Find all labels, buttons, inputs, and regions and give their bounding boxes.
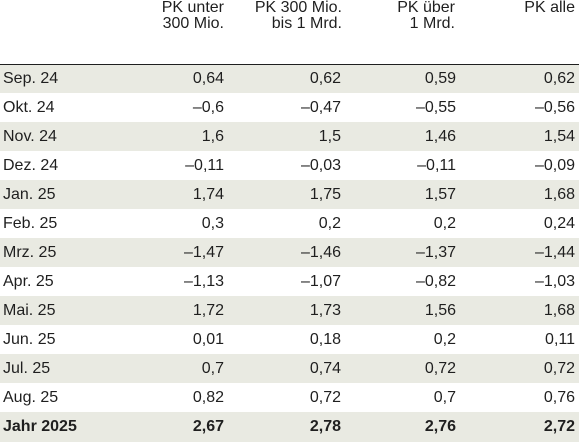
value-cell: –1,47 [112,238,228,267]
value-cell: –1,44 [460,238,579,267]
header-row: PK unter 300 Mio. PK 300 Mio. bis 1 Mrd.… [0,0,579,65]
value-cell: –1,37 [345,238,460,267]
value-cell: 0,11 [545,330,575,348]
value-cell: 0,72 [345,354,460,383]
table-row: Dez. 24 –0,11 –0,03 –0,11 –0,09 [0,151,579,180]
row-label: Jul. 25 [0,354,112,383]
row-label: Aug. 25 [3,388,59,406]
total-value-cell: 2,67 [112,412,228,442]
value-cell: 1,74 [112,180,228,209]
col-header-line: PK alle [524,0,575,16]
value-cell: 0,59 [345,64,460,93]
value-cell: 0,2 [318,214,341,232]
col-header-pk-ueber-1-mrd: PK über 1 Mrd. [345,0,460,65]
value-cell: 0,7 [112,354,228,383]
value-cell: –0,11 [185,156,224,174]
table-header: PK unter 300 Mio. PK 300 Mio. bis 1 Mrd.… [0,0,579,65]
row-label: Nov. 24 [0,122,112,151]
total-row: Jahr 2025 2,67 2,78 2,76 2,72 [0,412,579,442]
value-cell: 1,5 [228,122,345,151]
total-value-cell: 2,76 [345,412,460,442]
value-cell: 1,46 [345,122,460,151]
row-label: Feb. 25 [3,214,58,232]
col-header-pk-unter-300: PK unter 300 Mio. [112,0,228,65]
value-cell: 0,64 [112,64,228,93]
col-header-line: PK über [397,0,455,16]
value-cell: 0,72 [309,388,341,406]
row-label: Sep. 24 [0,64,112,93]
total-label: Jahr 2025 [0,412,112,442]
value-cell: 0,2 [433,214,456,232]
value-cell: –0,09 [534,156,575,174]
value-cell: 0,74 [228,354,345,383]
table-row: Jun. 25 0,01 0,18 0,2 0,11 [0,325,579,354]
value-cell: –0,82 [415,272,456,290]
table-body: Sep. 24 0,64 0,62 0,59 0,62 Okt. 24 –0,6 –0,47–… [0,64,579,442]
value-cell: 0,01 [192,330,224,348]
value-cell: 1,68 [460,296,579,325]
total-value-cell: 2,78 [228,412,345,442]
total-value-cell: 2,72 [460,412,579,442]
col-header-line: bis 1 Mrd. [271,15,342,32]
value-cell: –1,13 [183,272,224,290]
header-corner [0,0,112,65]
value-cell: 0,24 [543,214,575,232]
value-cell: –1,07 [300,272,341,290]
col-header-pk-alle: PK alle [460,0,579,65]
col-header-pk-300-bis-1-mrd: PK 300 Mio. bis 1 Mrd. [228,0,345,65]
table-row: Feb. 25 0,3 0,2 0,2 0,24 [0,209,579,238]
value-cell: 1,57 [345,180,460,209]
row-label: Jun. 25 [3,330,56,348]
value-cell: 0,3 [201,214,224,232]
table-row: Apr. 25 –1,13 –1,07 –0,82 –1,03 [0,267,579,296]
value-cell: –0,56 [534,98,575,116]
value-cell: 1,72 [112,296,228,325]
table-row: Nov. 24 1,6 1,5 1,46 1,54 [0,122,579,151]
value-cell: 0,62 [460,64,579,93]
value-cell: 1,73 [228,296,345,325]
col-header-line: PK 300 Mio. [254,0,342,16]
value-cell: –0,11 [417,156,456,174]
row-label: Mrz. 25 [0,238,112,267]
value-cell: 0,18 [309,330,341,348]
table-row: Mrz. 25 –1,47 –1,46 –1,37 –1,44 [0,238,579,267]
value-cell: 1,6 [112,122,228,151]
table-row: Aug. 25 0,82 0,72 0,7 0,76 [0,383,579,412]
table-row: Sep. 24 0,64 0,62 0,59 0,62 [0,64,579,93]
row-label: Mai. 25 [0,296,112,325]
value-cell: –0,55 [415,98,456,116]
col-header-line: 300 Mio. [162,15,224,32]
value-cell: 0,2 [433,330,456,348]
value-cell: 0,72 [460,354,579,383]
col-header-line: 1 Mrd. [409,15,455,32]
value-cell: 0,62 [228,64,345,93]
value-cell: –0,47 [300,98,341,116]
row-label: Apr. 25 [3,272,54,290]
value-cell: 1,75 [228,180,345,209]
value-cell: –1,46 [228,238,345,267]
value-cell: 1,56 [345,296,460,325]
value-cell: –1,03 [534,272,575,290]
value-cell: –0,6 [192,98,224,116]
row-label: Jan. 25 [0,180,112,209]
table-row: Jan. 25 1,74 1,75 1,57 1,68 [0,180,579,209]
row-label: Dez. 24 [3,156,59,174]
row-label: Okt. 24 [3,98,55,116]
table-row: Mai. 25 1,72 1,73 1,56 1,68 [0,296,579,325]
col-header-line: PK unter [161,0,224,16]
value-cell: 0,7 [433,388,456,406]
value-cell: 1,54 [460,122,579,151]
value-cell: 1,68 [460,180,579,209]
value-cell: 0,82 [192,388,224,406]
table-row: Jul. 25 0,7 0,74 0,72 0,72 [0,354,579,383]
value-cell: 0,76 [543,388,575,406]
table-row: Okt. 24 –0,6 –0,47 –0,55 –0,56 [0,93,579,122]
value-cell: –0,03 [300,156,341,174]
